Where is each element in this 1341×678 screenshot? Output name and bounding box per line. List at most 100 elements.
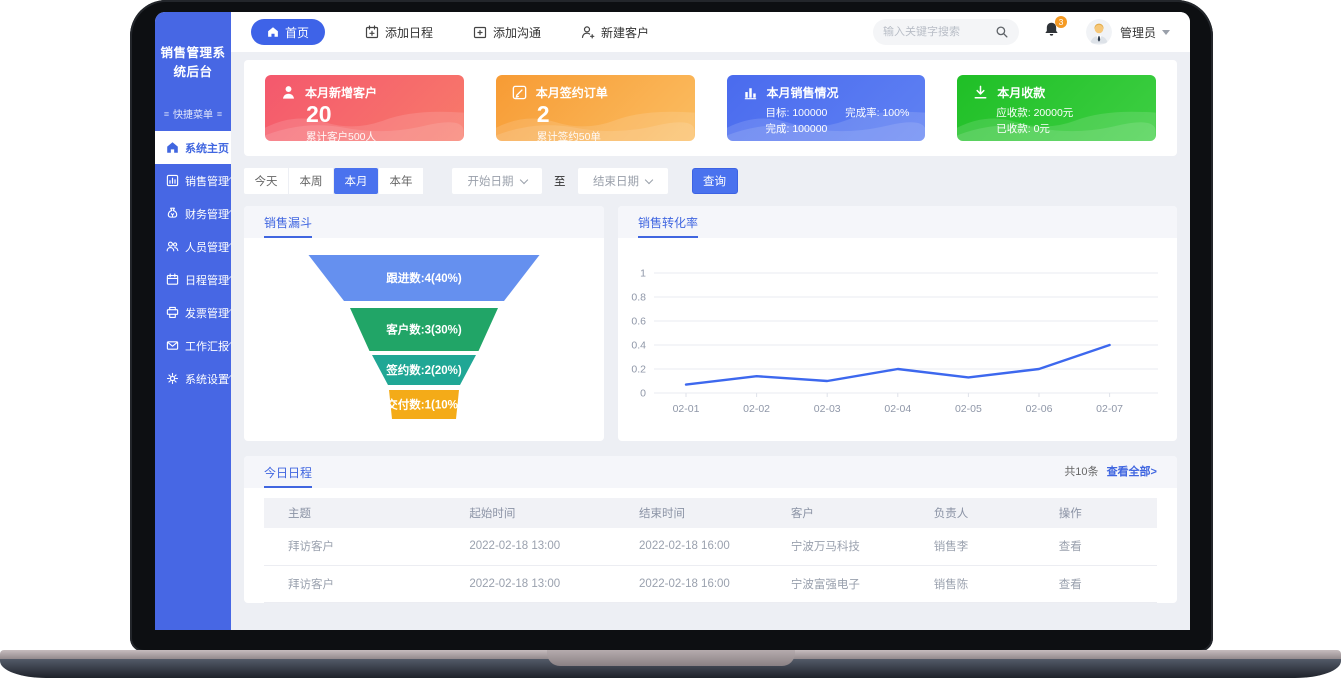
col-owner: 负责人 [933, 508, 969, 520]
chevron-down-icon [519, 175, 528, 184]
today-schedule-panel: 今日日程 共10条 查看全部> 主题 [244, 456, 1177, 603]
sidebar-item-label: 系统设置 [185, 373, 229, 386]
svg-text:交付数:1(10%): 交付数:1(10%) [386, 398, 462, 412]
stat-card-sales-status[interactable]: 本月销售情况 目标: 100000 完成率: 100% 完成: 100000 [726, 75, 926, 141]
hamburger-icon[interactable] [164, 109, 169, 119]
sidebar-item-settings[interactable]: 系统设置 [155, 362, 232, 395]
sidebar-item-label: 工作汇报 [185, 340, 229, 353]
start-date-placeholder: 开始日期 [467, 176, 514, 188]
notifications-button[interactable]: 3 [1043, 16, 1067, 43]
svg-text:跟进数:4(40%): 跟进数:4(40%) [386, 271, 462, 285]
sidebar-item-label: 销售管理 [185, 175, 229, 188]
bar-chart-icon [744, 88, 756, 100]
sidebar-item-invoice[interactable]: 发票管理 [155, 296, 232, 329]
chevron-down-icon[interactable] [1162, 29, 1170, 35]
end-date-placeholder: 结束日期 [593, 176, 639, 188]
quick-menu-bar: 快捷菜单 [155, 106, 231, 121]
sidebar-item-sales[interactable]: 销售管理 [155, 164, 232, 197]
add-communication-button[interactable]: 添加沟通 [473, 24, 541, 41]
sidebar-item-label: 系统主页 [185, 142, 229, 155]
cell-start-time: 2022-02-18 13:00 [469, 577, 561, 590]
table-row: 拜访客户 2022-02-18 13:00 2022-02-18 16:00 宁… [264, 528, 1157, 565]
query-button[interactable]: 查询 [691, 168, 738, 194]
card-value: 2 [536, 101, 550, 127]
search-box [872, 19, 1019, 45]
quick-menu-label: 快捷菜单 [173, 110, 213, 121]
username[interactable]: 管理员 [1119, 25, 1156, 40]
avatar[interactable] [1085, 19, 1112, 45]
gear-icon [166, 372, 179, 385]
sidebar: 销售管理系统后台 快捷菜单 系统主页 销售管理 [155, 12, 232, 630]
view-link[interactable]: 查看 [1058, 541, 1082, 554]
end-date-select[interactable]: 结束日期 [577, 168, 668, 194]
start-date-select[interactable]: 开始日期 [452, 168, 542, 194]
stat-card-collections[interactable]: 本月收款 应收款: 20000元 已收款: 0元 [957, 75, 1156, 141]
card-title: 本月销售情况 [766, 86, 839, 100]
card-kv-receivable: 应收款: 20000元 [996, 107, 1074, 119]
notification-badge: 3 [1054, 16, 1067, 28]
main-area: 首页 添加日程 添加沟通 新建客户 [231, 12, 1190, 630]
conversion-rate-panel: 销售转化率 0 0.2 0.4 0.6 0.8 1 02-01 02-02 02-03 02-04… [618, 206, 1177, 441]
topbar: 首页 添加日程 添加沟通 新建客户 [231, 12, 1190, 52]
cell-subject: 拜访客户 [288, 578, 334, 591]
filter-tab-month[interactable]: 本月 [334, 168, 378, 194]
sidebar-item-schedule[interactable]: 日程管理 [155, 263, 232, 296]
card-kv-done: 完成: 100000 [765, 123, 828, 136]
svg-text:02-03: 02-03 [814, 403, 841, 415]
stat-card-new-customers[interactable]: 本月新增客户 20 累计客户500人 [265, 75, 464, 141]
add-communication-label: 添加沟通 [493, 25, 542, 40]
laptop-bezel: 销售管理系统后台 快捷菜单 系统主页 销售管理 [130, 0, 1213, 652]
sidebar-item-personnel[interactable]: 人员管理 [155, 230, 232, 263]
sidebar-item-label: 人员管理 [185, 241, 229, 254]
col-actions: 操作 [1058, 508, 1082, 520]
to-label: 至 [554, 176, 566, 188]
card-title: 本月收款 [997, 86, 1046, 100]
sales-funnel-chart: 跟进数:4(40%) 客户数:3(30%) 签约数:2(20%) 交付数:1(10%) [308, 255, 540, 419]
screen: 销售管理系统后台 快捷菜单 系统主页 销售管理 [155, 12, 1190, 630]
collapse-menu-icon[interactable] [217, 109, 222, 119]
filter-tab-today[interactable]: 今天 [244, 168, 288, 194]
edit-document-icon [512, 85, 527, 100]
search-icon[interactable] [995, 25, 1009, 39]
card-kv-received: 已收款: 0元 [996, 123, 1050, 136]
sidebar-nav: 系统主页 销售管理 财务管理 人员管理 [155, 131, 232, 395]
svg-text:客户数:3(30%): 客户数:3(30%) [385, 323, 462, 337]
new-customer-button[interactable]: 新建客户 [581, 24, 649, 41]
view-all-link[interactable]: 查看全部> [1106, 466, 1157, 478]
laptop-notch [547, 650, 795, 666]
add-schedule-button[interactable]: 添加日程 [365, 24, 433, 41]
sidebar-item-home[interactable]: 系统主页 [155, 131, 231, 164]
col-subject: 主题 [288, 508, 311, 520]
cell-end-time: 2022-02-18 16:00 [639, 577, 730, 590]
home-icon [268, 27, 278, 37]
new-customer-label: 新建客户 [601, 25, 650, 40]
cell-end-time: 2022-02-18 16:00 [639, 540, 730, 553]
svg-text:02-05: 02-05 [955, 403, 982, 415]
laptop-base [0, 659, 1341, 678]
user-plus-icon [581, 26, 595, 39]
person-icon [283, 86, 294, 99]
money-bag-icon [167, 207, 178, 218]
schedule-table: 主题 起始时间 结束时间 客户 负责人 操作 [264, 498, 1157, 603]
cell-customer: 宁波万马科技 [790, 541, 860, 554]
sidebar-item-report[interactable]: 工作汇报 [155, 329, 232, 362]
sidebar-item-finance[interactable]: 财务管理 [155, 197, 232, 230]
view-link[interactable]: 查看 [1058, 578, 1082, 591]
tab-home-label: 首页 [285, 25, 310, 40]
panel-title: 销售转化率 [638, 217, 699, 238]
filter-tab-year[interactable]: 本年 [379, 168, 423, 194]
svg-text:签约数:2(20%): 签约数:2(20%) [385, 363, 462, 377]
filter-tab-week[interactable]: 本周 [289, 168, 333, 194]
search-input[interactable] [882, 26, 995, 38]
card-title: 本月新增客户 [305, 86, 378, 100]
cell-start-time: 2022-02-18 13:00 [469, 540, 561, 553]
svg-text:02-02: 02-02 [743, 403, 770, 415]
total-count: 共10条 [1064, 466, 1099, 478]
col-start-time: 起始时间 [469, 508, 516, 520]
conversion-rate-chart: 0 0.2 0.4 0.6 0.8 1 02-01 02-02 02-03 02-04 02-05 0… [631, 268, 1158, 415]
tab-home[interactable]: 首页 [251, 19, 326, 45]
stat-card-signed-orders[interactable]: 本月签约订单 2 累计签约50单 [495, 75, 695, 141]
cell-subject: 拜访客户 [288, 541, 334, 554]
bell-icon [1045, 22, 1058, 36]
svg-text:1: 1 [640, 268, 646, 280]
